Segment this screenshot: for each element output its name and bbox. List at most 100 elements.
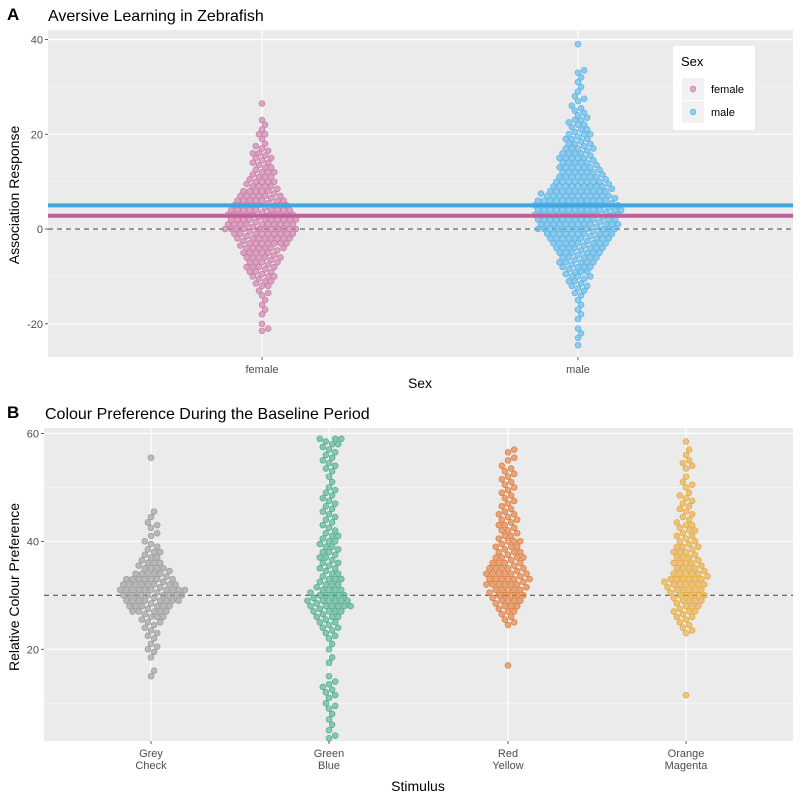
data-point [587,131,594,138]
data-point [255,225,263,233]
data-point [574,154,582,162]
data-point [673,586,681,594]
data-point [319,548,327,556]
data-point [334,592,342,599]
data-point [583,258,591,266]
data-point [682,535,690,542]
data-point [501,521,509,529]
panel-a-letter: A [7,5,19,24]
data-point [258,221,266,228]
data-point [258,135,266,143]
data-point [234,225,241,233]
data-point [679,597,687,604]
data-point [562,183,569,190]
data-point [246,249,253,256]
data-point [132,592,139,599]
data-point [577,83,585,91]
data-point [513,516,521,523]
data-point [258,100,266,107]
data-point [495,581,503,588]
data-point [688,570,696,577]
data-point [673,613,681,621]
data-point [602,230,609,238]
data-point [338,597,345,604]
data-point [138,592,146,599]
data-point [328,602,336,610]
data-point [602,176,609,183]
data-point [252,178,260,185]
data-point [144,546,152,553]
data-point [498,540,506,548]
data-point [166,602,173,610]
data-point [682,581,690,588]
data-point [504,473,512,480]
data-point [577,311,585,318]
data-point [590,249,597,256]
data-point [498,503,506,510]
data-point [590,178,597,185]
data-point [691,586,699,594]
data-point [316,619,324,626]
data-point [325,597,333,604]
data-point [240,249,247,256]
data-point [347,602,354,610]
data-point [580,230,588,238]
data-point [670,581,677,588]
data-point [319,624,327,631]
data-point [135,597,142,604]
data-point [325,694,333,702]
data-point [498,575,506,583]
data-point [331,486,339,494]
data-point [267,244,275,252]
data-point [331,449,339,456]
data-point [676,492,684,499]
data-point [568,261,576,268]
data-point [583,147,591,155]
data-point [156,559,164,567]
data-point [583,237,591,245]
data-point [135,575,142,583]
data-point [271,168,278,176]
data-point [261,140,269,147]
data-point [685,621,693,629]
data-point [334,613,342,621]
data-point [313,613,320,621]
data-point [325,621,333,629]
data-point [261,254,269,261]
data-point [688,497,696,505]
data-point [510,562,518,569]
data-point [498,489,506,497]
data-point [593,173,600,181]
data-point [255,161,263,169]
y-tick-label: 0 [37,224,43,236]
y-tick-label: -20 [27,319,43,331]
data-point [691,527,699,534]
data-point [492,554,499,561]
data-point [685,457,693,464]
data-point [501,532,509,540]
data-point [504,486,512,494]
data-point [325,681,333,688]
data-point [599,235,606,242]
data-point [664,583,671,591]
data-point [316,605,324,613]
data-point [605,192,613,200]
data-point [150,621,158,629]
data-point [676,559,684,567]
data-point [325,586,333,594]
data-point [264,282,272,290]
data-point [267,154,275,162]
data-point [289,230,297,238]
data-point [261,296,269,304]
data-point [559,159,566,166]
data-point [587,244,594,252]
data-point [596,218,603,226]
data-point [504,565,512,572]
data-point [698,562,705,569]
panel-b: B Colour Preference During the Baseline … [6,403,793,794]
data-point [156,570,164,577]
data-point [501,559,509,567]
data-point [135,586,142,594]
data-point [695,581,702,588]
